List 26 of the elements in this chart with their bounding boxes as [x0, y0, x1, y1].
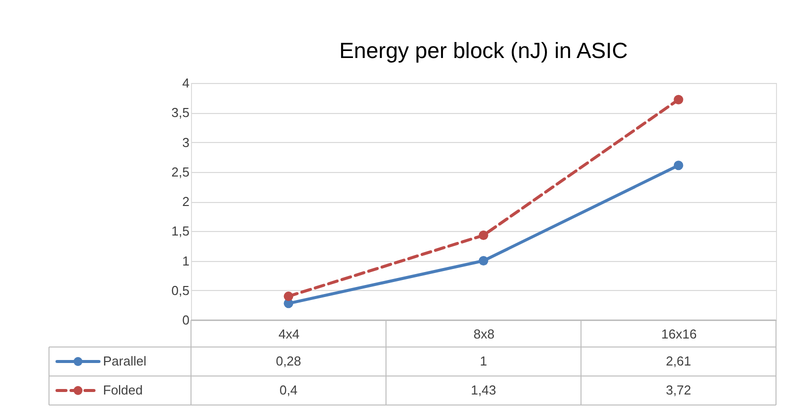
point [674, 160, 684, 170]
y-tick-label: 2,5 [171, 164, 190, 180]
data-label: 1,43 [470, 382, 496, 398]
x-tick-label: 16x16 [661, 326, 697, 342]
data-label: 3,72 [666, 382, 692, 398]
y-tick-label: 3,5 [171, 105, 190, 120]
point [478, 256, 488, 266]
data-label: 0,28 [276, 354, 302, 368]
legend-label: Parallel [103, 354, 146, 368]
y-tick-label: 1,5 [171, 224, 190, 239]
data-label: 1 [480, 354, 488, 368]
legend-label: Folded [103, 382, 143, 398]
y-tick-label: 0,5 [171, 282, 190, 298]
x-tick-label: 4x4 [278, 326, 300, 342]
x-tick-label: 8x8 [474, 326, 494, 342]
y-tick-label: 2 [182, 194, 190, 209]
data-label: 0,4 [279, 382, 298, 398]
y-tick-label: 0 [182, 312, 190, 328]
point [478, 230, 488, 240]
data-label: 2,61 [666, 354, 692, 368]
y-tick-label: 1 [182, 253, 190, 268]
y-tick-label: 4 [182, 76, 190, 90]
chart-title: Energy per block (nJ) in ASIC [339, 38, 628, 63]
y-tick-label: 3 [182, 134, 190, 150]
point [284, 292, 294, 302]
point [674, 94, 684, 104]
